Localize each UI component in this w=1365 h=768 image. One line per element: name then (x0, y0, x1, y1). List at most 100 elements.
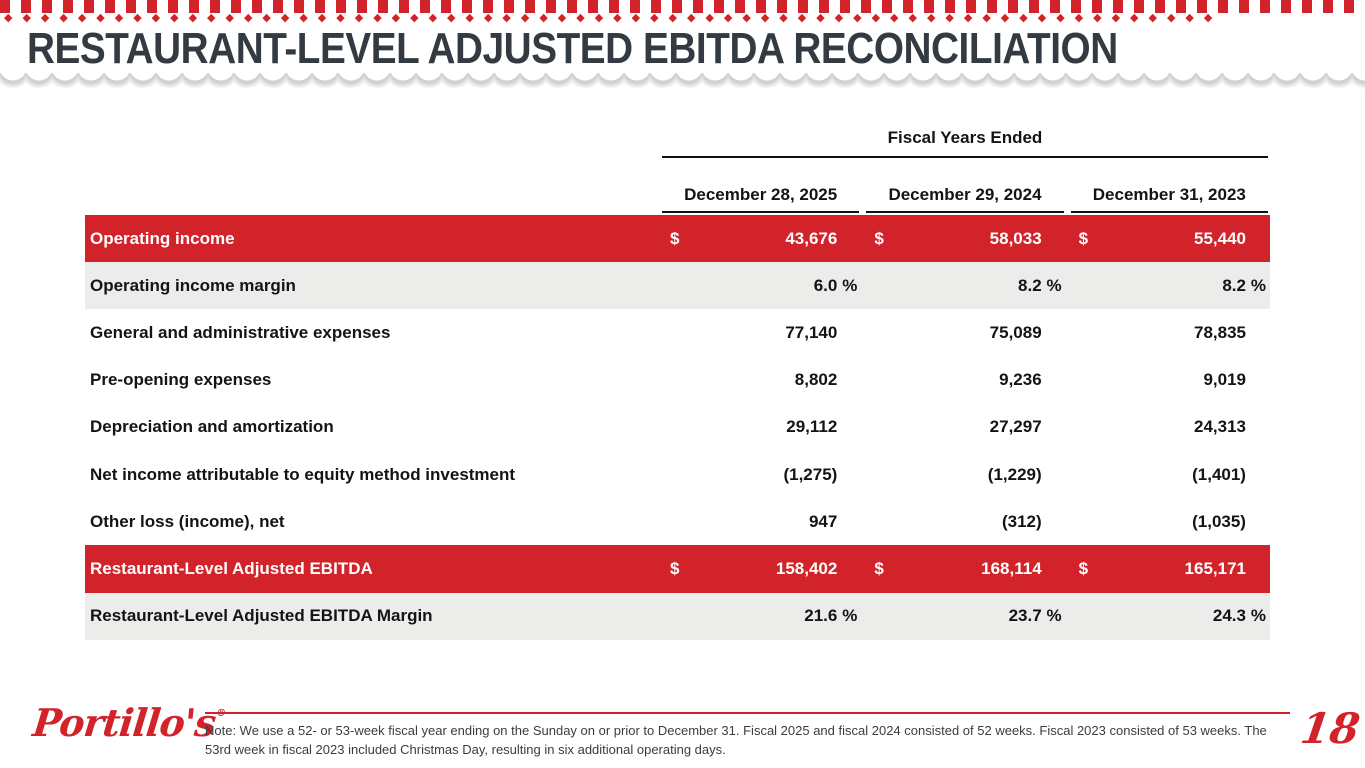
diamond-border: ◆◆◆◆◆◆◆◆◆◆◆◆◆◆◆◆◆◆◆◆◆◆◆◆◆◆◆◆◆◆◆◆◆◆◆◆◆◆◆◆… (4, 13, 1223, 24)
table-rows: Operating income $43,676 $58,033 $55,440… (85, 215, 1270, 640)
cell-fy2025: 6.0% (662, 276, 859, 296)
dollar-sign: $ (1078, 558, 1089, 578)
row-label: Net income attributable to equity method… (90, 464, 516, 484)
percent-sign: % (842, 606, 858, 626)
cell-fy2024: $58,033 (866, 229, 1063, 249)
cell-fy2023: $55,440 (1071, 229, 1268, 249)
row-label: Other loss (income), net (90, 511, 285, 531)
cell-value: 77,140 (785, 322, 838, 342)
row-values: (1,275) (1,229) (1,401) (662, 465, 1268, 485)
row-label: Depreciation and amortization (90, 417, 334, 437)
cell-fy2024: 27,297 (866, 417, 1063, 437)
cell-value: 58,033 (989, 228, 1042, 248)
percent-sign: % (842, 275, 858, 295)
scallop-divider (0, 73, 1365, 91)
cell-fy2024: 23.7% (866, 606, 1063, 626)
cell-value: (1,401) (1192, 464, 1246, 484)
cell-fy2023: $165,171 (1071, 559, 1268, 579)
percent-sign: % (1250, 275, 1266, 295)
table-row: Other loss (income), net 947 (312) (1,03… (85, 498, 1270, 545)
cell-fy2023: (1,401) (1071, 465, 1268, 485)
cell-value: 24,313 (1193, 417, 1246, 437)
table-row: Restaurant-Level Adjusted EBITDA Margin … (85, 592, 1270, 640)
dollar-sign: $ (1078, 228, 1089, 248)
table-row: Restaurant-Level Adjusted EBITDA $158,40… (85, 545, 1270, 593)
cell-fy2025: 77,140 (662, 323, 859, 343)
cell-value: 8,802 (794, 370, 838, 390)
cell-value: 8.2 (1018, 275, 1042, 295)
cell-fy2023: (1,035) (1071, 512, 1268, 532)
row-values: 21.6% 23.7% 24.3% (662, 606, 1268, 626)
page-title: RESTAURANT-LEVEL ADJUSTED EBITDA RECONCI… (27, 24, 1118, 73)
cell-fy2025: 29,112 (662, 417, 859, 437)
column-header-2024: December 29, 2024 (866, 185, 1064, 213)
cell-fy2025: 947 (662, 512, 859, 532)
cell-fy2025: $158,402 (662, 559, 859, 579)
column-headers: December 28, 2025 December 29, 2024 Dece… (662, 185, 1268, 213)
cell-fy2024: 75,089 (866, 323, 1063, 343)
percent-sign: % (1250, 606, 1266, 626)
cell-value: 27,297 (989, 417, 1042, 437)
cell-value: 9,236 (999, 370, 1042, 390)
column-header-2023: December 31, 2023 (1070, 185, 1268, 213)
footnote: Note: We use a 52- or 53-week fiscal yea… (205, 712, 1290, 759)
row-label: General and administrative expenses (90, 322, 391, 342)
cell-fy2024: $168,114 (866, 559, 1063, 579)
cell-value: 6.0 (813, 275, 838, 295)
cell-value: 21.6 (804, 606, 838, 626)
cell-value: 165,171 (1184, 558, 1246, 578)
row-values: 8,802 9,236 9,019 (662, 370, 1268, 390)
striped-border (0, 0, 1365, 13)
cell-value: 8.2 (1222, 275, 1246, 295)
row-label: Pre-opening expenses (90, 370, 272, 390)
column-header-2025: December 28, 2025 (662, 185, 860, 213)
table-row: Pre-opening expenses 8,802 9,236 9,019 (85, 357, 1270, 404)
cell-value: (312) (1001, 511, 1042, 531)
percent-sign: % (1046, 275, 1062, 295)
row-values: $43,676 $58,033 $55,440 (662, 229, 1268, 249)
logo-text: Portillo's (30, 700, 218, 745)
page-number: 18 (1297, 704, 1363, 753)
table-row: Operating income $43,676 $58,033 $55,440 (85, 215, 1270, 263)
cell-value: 43,676 (785, 228, 838, 248)
cell-value: 75,089 (989, 322, 1042, 342)
row-values: $158,402 $168,114 $165,171 (662, 559, 1268, 579)
cell-fy2024: (1,229) (866, 465, 1063, 485)
cell-fy2023: 78,835 (1071, 323, 1268, 343)
row-values: 29,112 27,297 24,313 (662, 417, 1268, 437)
cell-value: 29,112 (786, 417, 838, 437)
cell-fy2025: (1,275) (662, 465, 859, 485)
dollar-sign: $ (670, 228, 680, 248)
cell-value: 9,019 (1203, 370, 1246, 390)
title-band: RESTAURANT-LEVEL ADJUSTED EBITDA RECONCI… (0, 24, 1365, 73)
cell-value: 24.3 (1212, 606, 1246, 626)
cell-value: 158,402 (775, 558, 838, 578)
row-label: Restaurant-Level Adjusted EBITDA Margin (90, 606, 433, 626)
row-values: 947 (312) (1,035) (662, 512, 1268, 532)
cell-fy2024: 9,236 (866, 370, 1063, 390)
cell-value: 947 (808, 511, 838, 531)
table-row: Net income attributable to equity method… (85, 451, 1270, 498)
cell-fy2024: (312) (866, 512, 1063, 532)
cell-fy2024: 8.2% (866, 276, 1063, 296)
cell-fy2025: $43,676 (662, 229, 859, 249)
cell-fy2023: 9,019 (1071, 370, 1268, 390)
cell-value: 23.7 (1008, 606, 1042, 626)
cell-value: 168,114 (981, 558, 1042, 578)
cell-value: 55,440 (1193, 228, 1246, 248)
table-row: Operating income margin 6.0% 8.2% 8.2% (85, 262, 1270, 310)
cell-value: 78,835 (1193, 322, 1246, 342)
cell-fy2023: 24.3% (1071, 606, 1268, 626)
row-label: Operating income (90, 228, 235, 248)
portillos-logo: Portillo's® (31, 700, 228, 745)
cell-value: (1,229) (987, 464, 1042, 484)
row-values: 6.0% 8.2% 8.2% (662, 276, 1268, 296)
cell-value: (1,035) (1192, 511, 1246, 531)
row-label: Restaurant-Level Adjusted EBITDA (90, 558, 373, 578)
table-row: General and administrative expenses 77,1… (85, 309, 1270, 356)
cell-fy2023: 24,313 (1071, 417, 1268, 437)
dollar-sign: $ (874, 558, 884, 578)
row-values: 77,140 75,089 78,835 (662, 323, 1268, 343)
cell-fy2025: 8,802 (662, 370, 859, 390)
